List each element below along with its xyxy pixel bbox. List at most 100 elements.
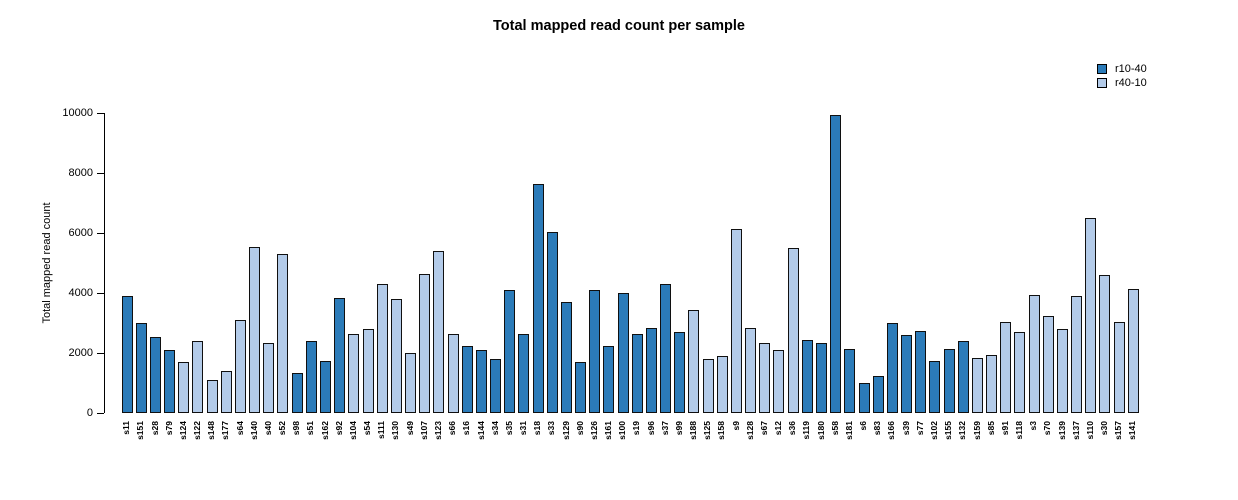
bar-slot	[843, 113, 857, 413]
y-tick	[97, 113, 104, 114]
x-label-cell: s49	[403, 421, 417, 476]
y-tick	[97, 173, 104, 174]
x-label-cell: s9	[729, 421, 743, 476]
bar-slot	[276, 113, 290, 413]
bar-s166	[886, 323, 898, 413]
bar-slot	[588, 113, 602, 413]
x-label-cell: s19	[630, 421, 644, 476]
bar-s132	[957, 341, 969, 413]
x-label-s37: s37	[659, 421, 670, 436]
bar-slot	[219, 113, 233, 413]
bar-s128	[745, 327, 757, 413]
x-label-s12: s12	[773, 421, 784, 436]
bar-s52	[277, 254, 289, 413]
x-label-cell: s36	[786, 421, 800, 476]
bar-s125	[702, 359, 714, 413]
bar-s28	[149, 336, 161, 413]
bar-slot	[191, 113, 205, 413]
y-tick	[97, 293, 104, 294]
bar-s67	[759, 342, 771, 413]
x-label-cell: s161	[602, 421, 616, 476]
legend-label: r10-40	[1115, 63, 1147, 75]
bar-s64	[234, 320, 246, 413]
bar-slot	[729, 113, 743, 413]
x-label-s9: s9	[730, 421, 741, 431]
x-label-cell: s122	[191, 421, 205, 476]
x-label-s51: s51	[305, 421, 316, 436]
bar-s36	[787, 248, 799, 413]
x-label-s140: s140	[248, 421, 259, 440]
x-label-cell: s40	[262, 421, 276, 476]
x-label-cell: s18	[531, 421, 545, 476]
x-label-cell: s123	[432, 421, 446, 476]
x-label-cell: s141	[1126, 421, 1140, 476]
x-label-s111: s111	[376, 421, 387, 439]
x-label-s19: s19	[631, 421, 642, 436]
y-tick-label: 6000	[68, 227, 93, 239]
x-label-s91: s91	[999, 421, 1010, 436]
bar-s102	[929, 360, 941, 413]
x-label-s159: s159	[971, 421, 982, 440]
x-label-cell: s100	[616, 421, 630, 476]
x-label-s158: s158	[716, 421, 727, 440]
x-label-cell: s162	[318, 421, 332, 476]
bar-s188	[688, 309, 700, 413]
x-label-cell: s111	[375, 421, 389, 476]
y-tick	[97, 233, 104, 234]
bar-slot	[375, 113, 389, 413]
x-label-cell: s54	[361, 421, 375, 476]
bar-s129	[560, 302, 572, 413]
x-label-cell: s180	[814, 421, 828, 476]
bar-slot	[1041, 113, 1055, 413]
x-label-cell: s77	[914, 421, 928, 476]
x-label-s36: s36	[787, 421, 798, 436]
bar-s144	[475, 350, 487, 413]
bar-slot	[403, 113, 417, 413]
bar-slot	[999, 113, 1013, 413]
bar-slot	[786, 113, 800, 413]
x-label-s161: s161	[603, 421, 614, 440]
y-tick-label: 4000	[68, 287, 93, 299]
bar-s123	[433, 251, 445, 413]
bar-s161	[603, 345, 615, 413]
x-label-cell: s181	[843, 421, 857, 476]
x-label-cell: s83	[871, 421, 885, 476]
bar-slot	[460, 113, 474, 413]
x-label-s157: s157	[1113, 421, 1124, 440]
x-label-cell: s139	[1055, 421, 1069, 476]
bar-s155	[943, 348, 955, 413]
x-label-s99: s99	[673, 421, 684, 436]
bar-slot	[687, 113, 701, 413]
x-label-s52: s52	[277, 421, 288, 436]
x-label-cell: s16	[460, 421, 474, 476]
bar-s77	[915, 330, 927, 413]
x-label-cell: s58	[829, 421, 843, 476]
x-label-s31: s31	[518, 421, 529, 436]
x-label-s180: s180	[815, 421, 826, 440]
x-label-s83: s83	[872, 421, 883, 436]
bar-s159	[971, 357, 983, 413]
x-label-cell: s119	[800, 421, 814, 476]
y-tick	[97, 413, 104, 414]
y-axis-title: Total mapped read count	[41, 202, 53, 324]
x-label-s139: s139	[1056, 421, 1067, 440]
bar-s162	[319, 360, 331, 413]
bar-s139	[1056, 329, 1068, 413]
x-label-cell: s51	[304, 421, 318, 476]
bar-slot	[602, 113, 616, 413]
bar-s30	[1099, 275, 1111, 413]
bar-slot	[758, 113, 772, 413]
bar-slot	[701, 113, 715, 413]
bar-s141	[1127, 288, 1139, 413]
bar-s51	[305, 341, 317, 413]
bar-slot	[1098, 113, 1112, 413]
x-label-s33: s33	[546, 421, 557, 436]
bar-slot	[347, 113, 361, 413]
x-label-s148: s148	[206, 421, 217, 440]
x-label-cell: s155	[942, 421, 956, 476]
bar-s58	[830, 114, 842, 413]
bar-s124	[178, 362, 190, 413]
bar-slot	[1070, 113, 1084, 413]
legend-label: r40-10	[1115, 77, 1147, 89]
